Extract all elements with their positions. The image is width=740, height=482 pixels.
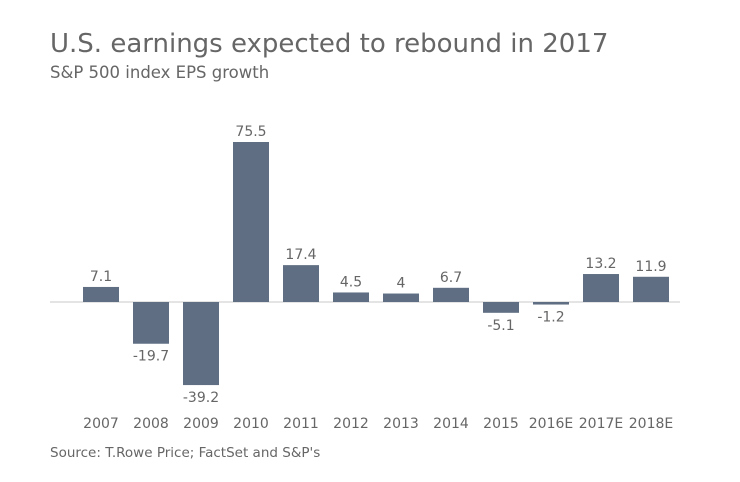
x-tick-label-2016E: 2016E <box>529 416 573 432</box>
data-label-2012: 4.5 <box>340 274 362 290</box>
data-label-2018E: 11.9 <box>635 259 666 275</box>
x-tick-label-2007: 2007 <box>83 416 119 432</box>
bar-2015 <box>483 302 519 313</box>
x-tick-label-2011: 2011 <box>283 416 319 432</box>
x-tick-label-2018E: 2018E <box>629 416 673 432</box>
data-label-2013: 4 <box>397 276 406 292</box>
x-tick-label-2010: 2010 <box>233 416 269 432</box>
data-label-2007: 7.1 <box>90 269 112 285</box>
bar-2014 <box>433 287 469 302</box>
x-tick-label-2014: 2014 <box>433 416 469 432</box>
bar-2009 <box>183 302 219 386</box>
bar-2008 <box>133 302 169 344</box>
x-tick-label-2008: 2008 <box>133 416 169 432</box>
bar-2017E <box>583 274 619 302</box>
bar-2018E <box>633 276 669 302</box>
x-tick-label-2013: 2013 <box>383 416 419 432</box>
bar-2011 <box>283 265 319 302</box>
source-note: Source: T.Rowe Price; FactSet and S&P's <box>50 445 320 461</box>
chart-subtitle: S&P 500 index EPS growth <box>50 63 269 82</box>
data-label-2014: 6.7 <box>440 270 462 286</box>
bar-2010 <box>233 142 269 302</box>
x-tick-label-2009: 2009 <box>183 416 219 432</box>
x-tick-label-2012: 2012 <box>333 416 369 432</box>
bar-2007 <box>83 286 119 302</box>
data-label-2010: 75.5 <box>235 124 266 140</box>
data-label-2015: -5.1 <box>487 318 514 334</box>
x-tick-label-2015: 2015 <box>483 416 519 432</box>
bar-2016E <box>533 302 569 305</box>
bar-2012 <box>333 292 369 302</box>
data-label-2016E: -1.2 <box>537 310 564 326</box>
data-label-2009: -39.2 <box>183 390 219 406</box>
data-label-2011: 17.4 <box>285 247 316 263</box>
chart-title: U.S. earnings expected to rebound in 201… <box>50 29 608 59</box>
x-tick-label-2017E: 2017E <box>579 416 623 432</box>
data-label-2017E: 13.2 <box>585 256 616 272</box>
bar-2013 <box>383 293 419 302</box>
data-label-2008: -19.7 <box>133 349 169 365</box>
